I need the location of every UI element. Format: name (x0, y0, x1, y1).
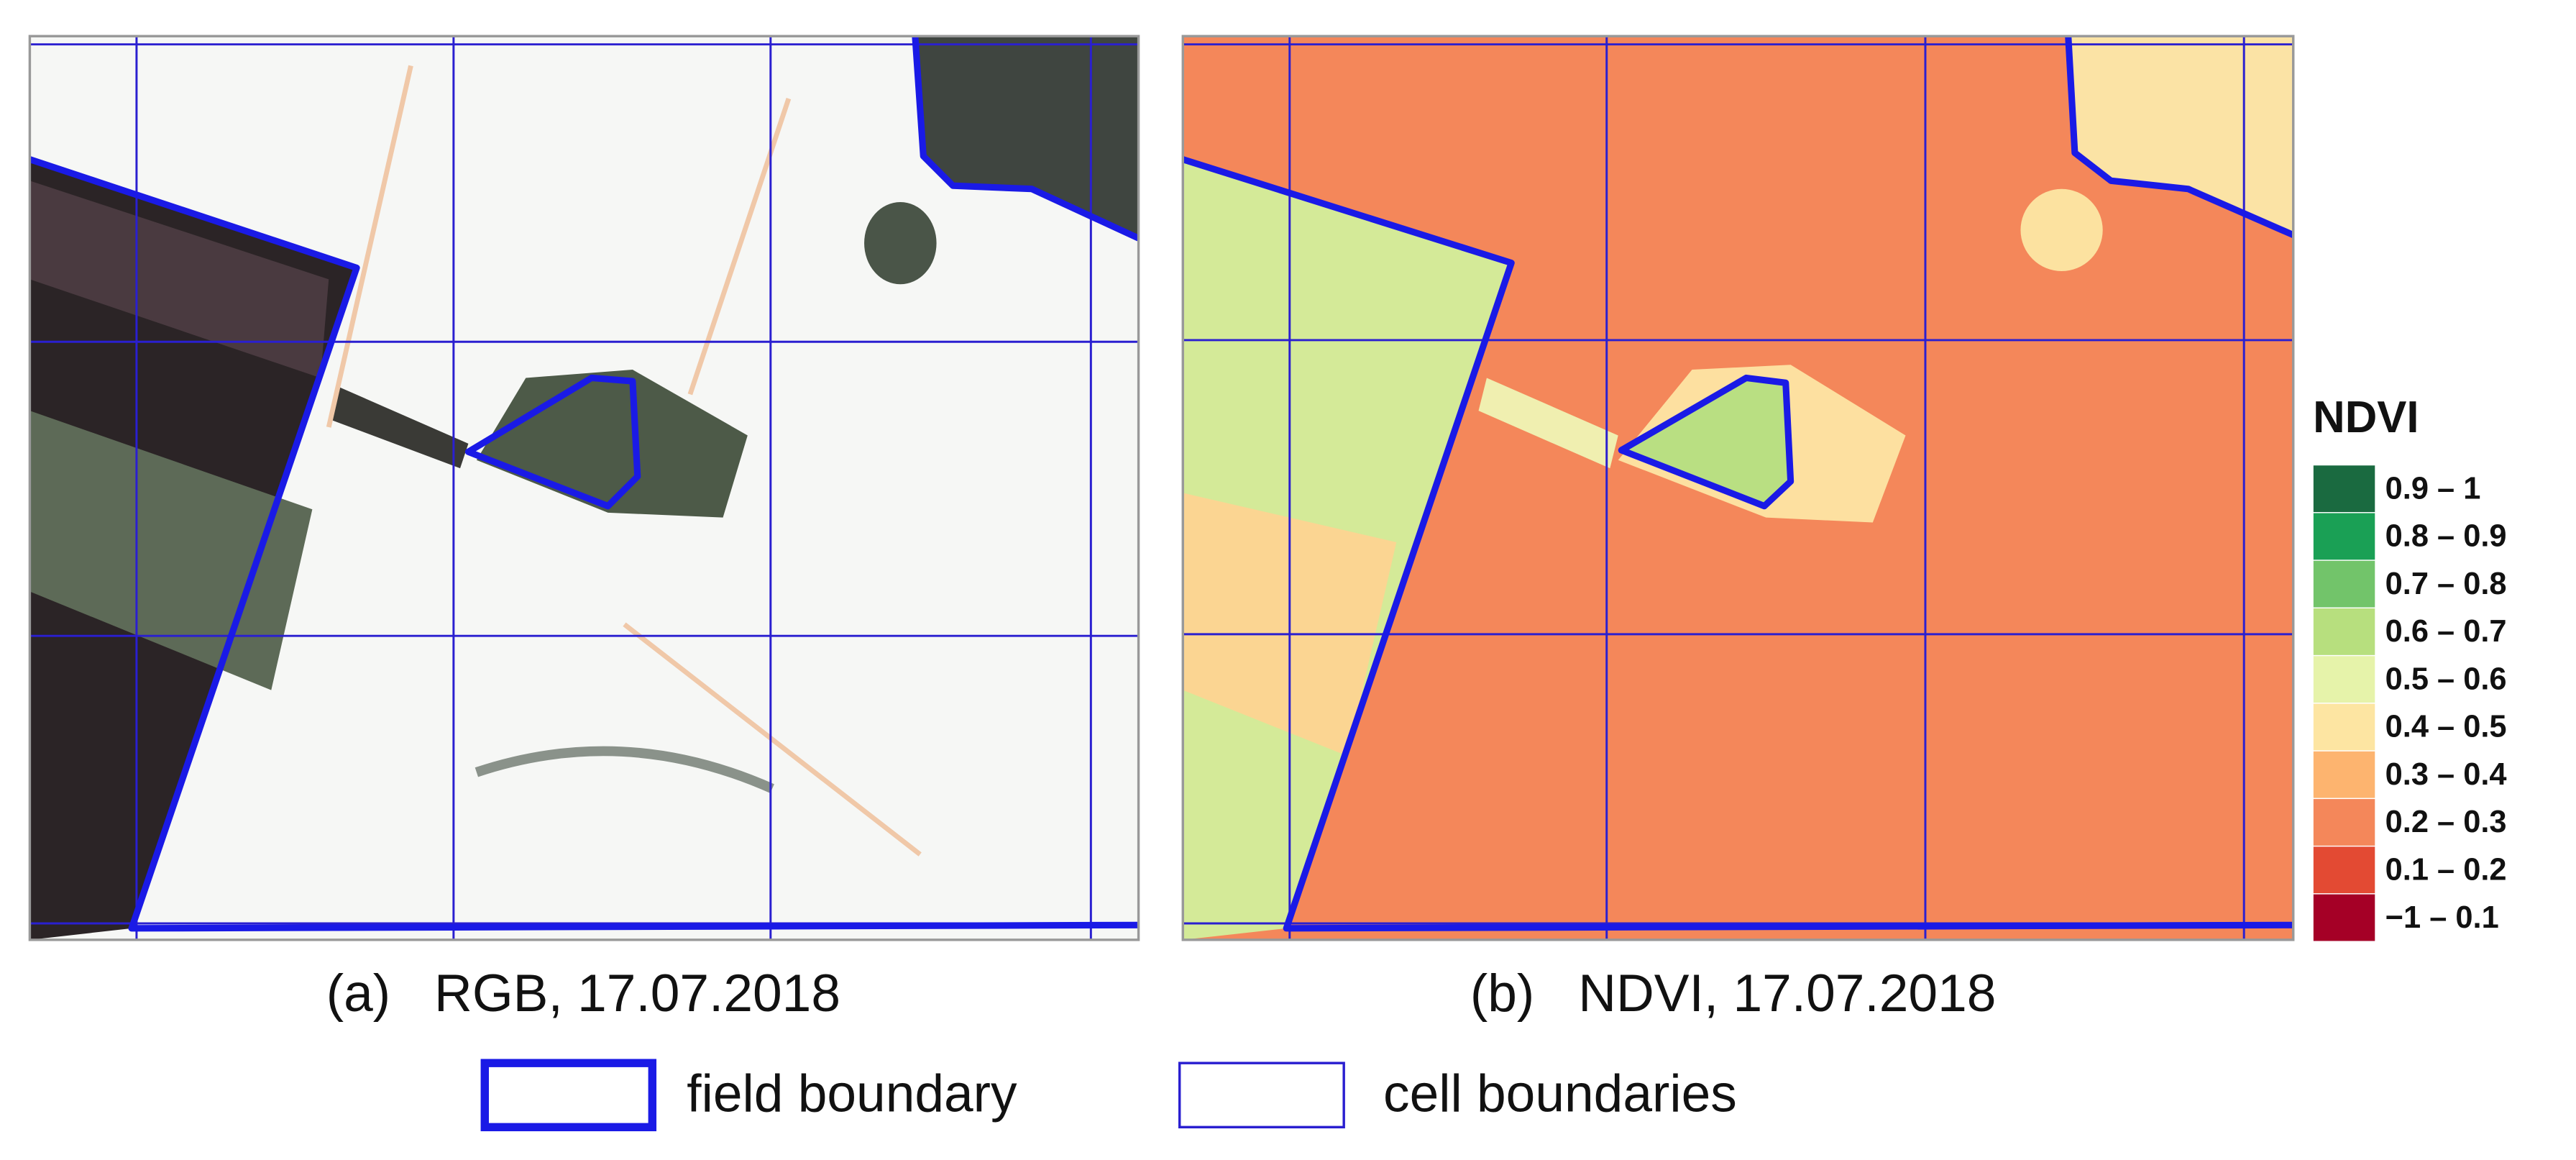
channel (329, 385, 469, 469)
legend-swatch (2312, 798, 2376, 847)
panel-caption: (b) NDVI, 17.07.2018 (1470, 964, 1997, 1023)
gully (475, 746, 774, 793)
legend-swatch (2312, 464, 2376, 513)
rgb-panel (29, 36, 1139, 940)
dark-strip (29, 181, 329, 378)
legend-swatch (2312, 560, 2376, 609)
rgb-frame (28, 35, 1140, 941)
legend-label: −1 – 0.1 (2385, 900, 2499, 935)
legend-swatch (2312, 512, 2376, 561)
legend-swatch (2312, 703, 2376, 752)
panel-caption: (a) RGB, 17.07.2018 (326, 964, 840, 1023)
legend-label: 0.9 – 1 (2385, 471, 2481, 506)
legend-label: 0.2 – 0.3 (2385, 805, 2507, 839)
field-boundary (1183, 36, 2293, 932)
legend-swatch (2312, 750, 2376, 800)
legend-label: 0.1 – 0.2 (2385, 853, 2507, 887)
legend-swatch (2312, 845, 2376, 895)
legend-label: 0.8 – 0.9 (2385, 519, 2507, 554)
field-boundary-swatch (480, 1059, 657, 1132)
ndvi-panel (1183, 36, 2293, 940)
field-boundary (29, 36, 1139, 932)
cell-grid (29, 36, 1139, 940)
legend-label: 0.5 – 0.6 (2385, 662, 2507, 696)
tracks (326, 65, 922, 857)
pond (1621, 378, 1791, 506)
legend-swatch (2312, 893, 2376, 942)
legend-label: field boundary (687, 1064, 1017, 1123)
legend-label: 0.7 – 0.8 (2385, 567, 2507, 601)
legend-label: 0.6 – 0.7 (2385, 614, 2507, 649)
ndvi-legend: 0.9 – 1 0.8 – 0.9 0.7 – 0.8 0.6 – 0.7 0.5 – … (2312, 464, 2507, 942)
dark-blob (864, 202, 937, 285)
channel (1478, 378, 1618, 469)
legend-title: NDVI (2313, 393, 2419, 442)
legend-label: cell boundaries (1383, 1064, 1737, 1123)
legend-swatch (2312, 607, 2376, 657)
pale-blob (2020, 188, 2103, 271)
vegetation-strip (29, 411, 313, 690)
dark-corner (915, 36, 1139, 239)
legend-swatch (2312, 654, 2376, 704)
cell-boundaries-swatch (1178, 1061, 1345, 1129)
pale-corner (2068, 36, 2293, 235)
legend-label: 0.4 – 0.5 (2385, 710, 2507, 744)
legend-label: 0.3 – 0.4 (2385, 757, 2507, 792)
ndvi-frame (1181, 35, 2295, 941)
